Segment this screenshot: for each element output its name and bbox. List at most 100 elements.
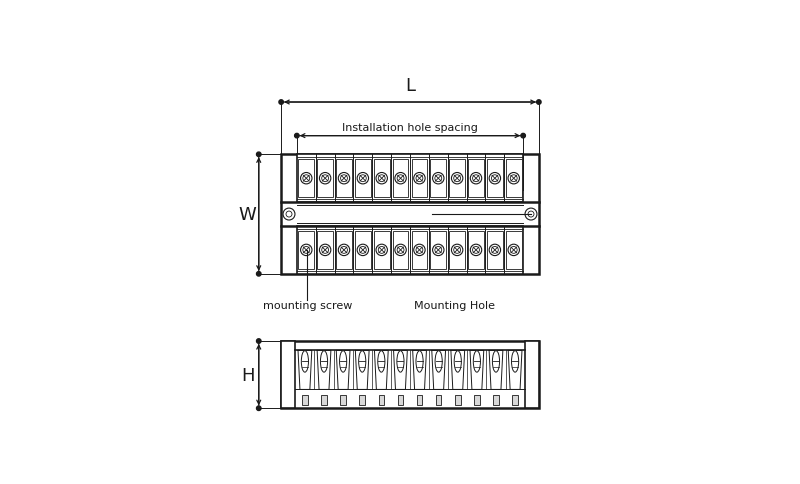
Circle shape — [433, 245, 444, 256]
Bar — [318, 160, 333, 198]
Bar — [450, 160, 465, 198]
Circle shape — [359, 247, 366, 254]
Ellipse shape — [378, 351, 385, 372]
Circle shape — [319, 245, 331, 256]
Circle shape — [283, 209, 295, 221]
Circle shape — [473, 175, 479, 182]
Circle shape — [528, 212, 534, 218]
Circle shape — [357, 245, 369, 256]
Text: mounting screw: mounting screw — [262, 300, 352, 310]
Ellipse shape — [397, 351, 404, 372]
Circle shape — [435, 247, 442, 254]
Circle shape — [416, 247, 423, 254]
Ellipse shape — [435, 351, 442, 372]
Circle shape — [294, 134, 299, 138]
Bar — [506, 160, 522, 198]
Bar — [411, 231, 427, 270]
Text: H: H — [241, 366, 254, 384]
Bar — [355, 231, 370, 270]
Circle shape — [491, 247, 498, 254]
Circle shape — [525, 209, 537, 221]
Text: Mounting Hole: Mounting Hole — [414, 300, 494, 310]
Ellipse shape — [474, 351, 481, 372]
Bar — [417, 395, 422, 406]
Circle shape — [322, 175, 329, 182]
Circle shape — [414, 245, 425, 256]
Ellipse shape — [493, 351, 499, 372]
Circle shape — [301, 245, 312, 256]
Circle shape — [303, 175, 310, 182]
Circle shape — [322, 247, 329, 254]
Bar — [494, 395, 498, 406]
Bar — [374, 231, 390, 270]
Circle shape — [435, 175, 442, 182]
Bar — [355, 160, 370, 198]
Circle shape — [508, 173, 519, 184]
Text: Installation hole spacing: Installation hole spacing — [342, 122, 478, 133]
Bar — [297, 227, 523, 274]
Bar — [455, 395, 461, 406]
Bar — [322, 395, 326, 406]
Bar — [468, 160, 484, 198]
Circle shape — [454, 247, 461, 254]
Bar — [374, 160, 390, 198]
Bar — [393, 160, 409, 198]
Ellipse shape — [511, 351, 518, 372]
Circle shape — [489, 173, 501, 184]
Bar — [436, 395, 442, 406]
Bar — [340, 395, 346, 406]
Circle shape — [395, 173, 406, 184]
Bar — [281, 341, 539, 408]
Circle shape — [303, 247, 310, 254]
Circle shape — [341, 175, 347, 182]
Circle shape — [257, 339, 261, 344]
Circle shape — [341, 247, 347, 254]
Circle shape — [357, 173, 369, 184]
Circle shape — [338, 245, 350, 256]
Circle shape — [397, 247, 404, 254]
Bar — [318, 231, 333, 270]
Ellipse shape — [339, 351, 346, 372]
Bar — [336, 160, 352, 198]
Ellipse shape — [321, 351, 327, 372]
Bar — [487, 160, 502, 198]
Circle shape — [286, 212, 292, 218]
Circle shape — [257, 153, 261, 157]
Circle shape — [521, 134, 526, 138]
Circle shape — [359, 175, 366, 182]
Bar — [297, 155, 523, 203]
Circle shape — [491, 175, 498, 182]
Circle shape — [473, 247, 479, 254]
Circle shape — [257, 406, 261, 410]
Bar — [298, 160, 314, 198]
Circle shape — [257, 272, 261, 276]
Bar — [487, 231, 502, 270]
Circle shape — [433, 173, 444, 184]
Bar — [512, 395, 518, 406]
Bar — [430, 231, 446, 270]
Ellipse shape — [416, 351, 423, 372]
Text: W: W — [238, 206, 257, 224]
Text: L: L — [405, 76, 415, 94]
Bar — [302, 395, 308, 406]
Circle shape — [470, 245, 482, 256]
Circle shape — [414, 173, 425, 184]
Circle shape — [338, 173, 350, 184]
Bar — [468, 231, 484, 270]
Bar — [378, 395, 384, 406]
Circle shape — [537, 101, 541, 105]
Circle shape — [510, 247, 517, 254]
Bar — [281, 341, 295, 408]
Ellipse shape — [454, 351, 462, 372]
Ellipse shape — [302, 351, 309, 372]
Circle shape — [508, 245, 519, 256]
Circle shape — [510, 175, 517, 182]
Bar — [430, 160, 446, 198]
Circle shape — [395, 245, 406, 256]
Circle shape — [454, 175, 461, 182]
Circle shape — [279, 101, 283, 105]
Circle shape — [319, 173, 331, 184]
Bar — [336, 231, 352, 270]
Bar — [450, 231, 465, 270]
Bar — [393, 231, 409, 270]
